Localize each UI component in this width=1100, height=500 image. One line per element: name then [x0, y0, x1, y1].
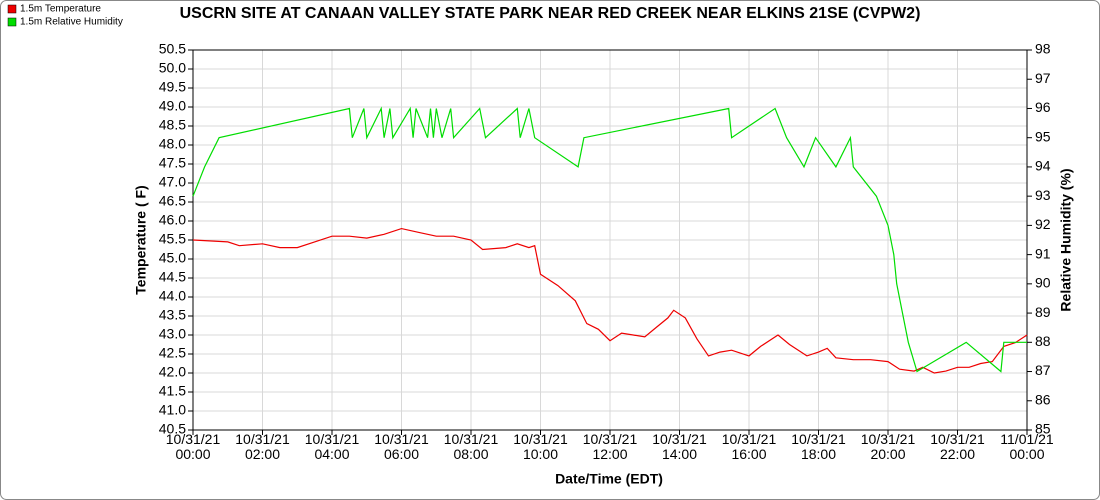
series-line [192, 106, 1027, 373]
y2-tick-label: 91 [1035, 245, 1051, 261]
y-tick-label: 46.5 [159, 193, 186, 209]
legend-swatch [7, 4, 17, 14]
y-tick-label: 44.5 [159, 269, 186, 285]
y-tick-label: 48.5 [159, 117, 186, 133]
chart-title: USCRN SITE AT CANAAN VALLEY STATE PARK N… [180, 5, 921, 22]
y-tick-label: 49.5 [159, 79, 186, 95]
y2-tick-label: 96 [1035, 99, 1051, 115]
y-tick-label: 48.0 [159, 136, 186, 152]
x-tick-label: 10/31/21 18:00 [791, 431, 846, 462]
x-tick-label: 10/31/21 10:00 [513, 431, 568, 462]
y2-tick-label: 90 [1035, 275, 1051, 291]
y2-tick-label: 89 [1035, 304, 1051, 320]
y2-tick-label: 93 [1035, 187, 1051, 203]
y2-tick-label: 92 [1035, 216, 1051, 232]
y-tick-label: 43.0 [159, 326, 186, 342]
x-tick-label: 10/31/21 08:00 [443, 431, 499, 462]
x-tick-label: 10/31/21 22:00 [930, 431, 985, 462]
y2-tick-label: 98 [1035, 41, 1051, 57]
x-tick-label: 10/31/21 12:00 [582, 431, 638, 462]
x-tick-label: 10/31/21 06:00 [374, 431, 429, 462]
y-tick-label: 44.0 [159, 288, 186, 304]
y2-tick-label: 94 [1035, 158, 1051, 174]
y-tick-label: 43.5 [159, 307, 186, 323]
x-axis-label: Date/Time (EDT) [555, 471, 663, 487]
y-tick-label: 46.0 [159, 212, 186, 228]
y-tick-label: 50.5 [159, 41, 186, 57]
y-tick-label: 40.5 [159, 421, 186, 437]
y-tick-label: 42.5 [159, 345, 186, 361]
y-axis-label: Temperature ( F) [133, 185, 149, 294]
y2-tick-label: 85 [1035, 421, 1051, 437]
x-tick-label: 10/31/21 16:00 [721, 431, 777, 462]
y2-tick-label: 97 [1035, 70, 1051, 86]
y-tick-label: 45.5 [159, 231, 186, 247]
y-tick-label: 41.0 [159, 402, 186, 418]
y2-tick-label: 88 [1035, 333, 1051, 349]
y-tick-label: 50.0 [159, 60, 186, 76]
y-tick-label: 45.0 [159, 250, 186, 266]
x-tick-label: 11/01/21 00:00 [1000, 431, 1054, 462]
y2-tick-label: 95 [1035, 128, 1051, 144]
legend-label: 1.5m Temperature [20, 4, 101, 15]
x-tick-label: 10/31/21 20:00 [860, 431, 916, 462]
y-tick-label: 42.0 [159, 364, 186, 380]
y-tick-label: 49.0 [159, 98, 186, 114]
y2-axis-label: Relative Humidity (%) [1058, 168, 1074, 311]
x-tick-label: 10/31/21 02:00 [235, 431, 290, 462]
legend-label: 1.5m Relative Humidity [20, 17, 123, 28]
y-tick-label: 47.0 [159, 174, 186, 190]
legend-swatch [7, 17, 17, 27]
x-tick-label: 10/31/21 00:00 [165, 431, 221, 462]
y2-tick-label: 87 [1035, 362, 1051, 378]
y2-tick-label: 86 [1035, 391, 1051, 407]
x-tick-label: 10/31/21 14:00 [652, 431, 707, 462]
series-line [192, 227, 1028, 374]
y-tick-label: 47.5 [159, 155, 186, 171]
y-tick-label: 41.5 [159, 383, 186, 399]
x-tick-label: 10/31/21 04:00 [304, 431, 360, 462]
